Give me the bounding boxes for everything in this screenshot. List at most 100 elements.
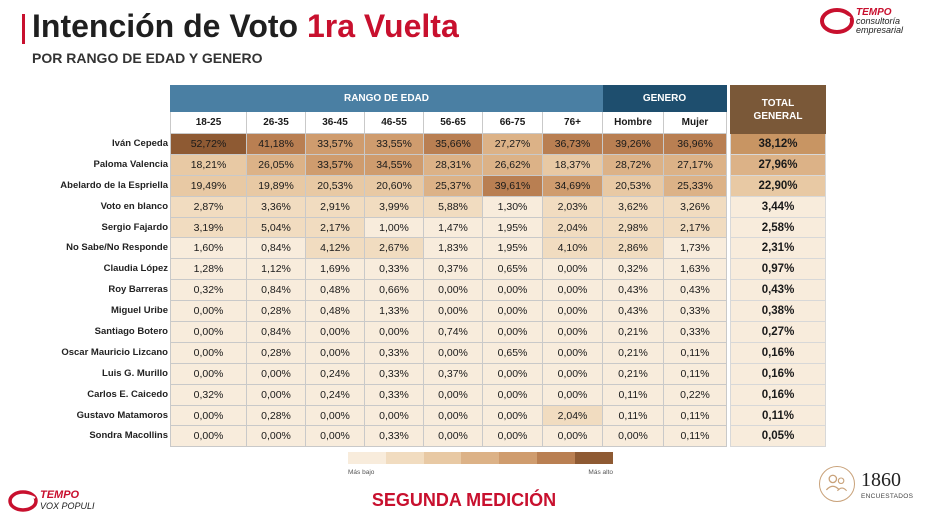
candidate-name: Sondra Macollins — [89, 430, 168, 442]
total-value-cell: 0,16% — [730, 383, 826, 406]
age-value-cell: 0,28% — [246, 341, 306, 364]
gender-value-cell: 25,33% — [663, 174, 727, 197]
table-row: 0,00% 0,84% 0,00% 0,00% 0,74% 0,00% 0,00% 0,21%… — [170, 321, 826, 343]
total-value-cell: 2,58% — [730, 216, 826, 239]
age-value-cell: 26,62% — [482, 153, 543, 176]
table-row: 0,00% 0,00% 0,24% 0,33% 0,37% 0,00% 0,00% 0,21%… — [170, 362, 826, 385]
logo-top-name: TEMPO — [856, 7, 892, 18]
age-value-cell: 0,00% — [423, 279, 483, 302]
age-value-cell: 2,87% — [170, 195, 247, 218]
age-value-cell: 0,33% — [364, 258, 424, 281]
age-value-cell: 25,37% — [423, 174, 483, 197]
gender-value-cell: 0,00% — [602, 425, 664, 448]
age-value-cell: 0,00% — [305, 404, 365, 427]
age-value-cell: 0,33% — [364, 341, 424, 364]
table-row: 19,49% 19,89% 20,53% 20,60% 25,37% 39,61% 34,6… — [170, 174, 826, 197]
age-value-cell: 0,00% — [423, 425, 483, 448]
age-value-cell: 0,00% — [364, 321, 424, 343]
age-value-cell: 1,83% — [423, 237, 483, 260]
age-value-cell: 0,00% — [170, 362, 247, 385]
gender-value-cell: 0,21% — [602, 341, 664, 364]
heat-legend: Más bajo Más alto — [348, 452, 613, 478]
title-accent-bar — [22, 14, 25, 44]
legend-swatch — [461, 452, 500, 464]
table-row: 3,19% 5,04% 2,17% 1,00% 1,47% 1,95% 2,04% 2,98%… — [170, 216, 826, 239]
legend-swatch — [499, 452, 537, 464]
tempo-vox-populi-logo: TEMPO VOX POPULI — [8, 488, 118, 516]
total-value-cell: 0,05% — [730, 425, 826, 448]
gender-column-header: Mujer — [663, 111, 727, 134]
people-icon — [819, 466, 855, 502]
legend-swatch — [423, 452, 462, 464]
column-header-row: 18-25 26-35 36-45 46-55 56-65 66-75 76+ Hombre M… — [170, 111, 826, 134]
total-value-cell: 3,44% — [730, 195, 826, 218]
age-value-cell: 1,00% — [364, 216, 424, 239]
total-value-cell: 0,97% — [730, 258, 826, 281]
age-column-header: 36-45 — [305, 111, 365, 134]
gender-value-cell: 0,22% — [663, 383, 727, 406]
age-value-cell: 0,00% — [542, 279, 603, 302]
candidate-name: Roy Barreras — [108, 284, 168, 296]
title-main: Intención de Voto — [32, 8, 299, 44]
gender-value-cell: 0,33% — [663, 321, 727, 343]
age-value-cell: 0,32% — [170, 279, 247, 302]
total-value-cell: 0,43% — [730, 279, 826, 302]
total-value-cell: 22,90% — [730, 174, 826, 197]
age-value-cell: 0,00% — [482, 404, 543, 427]
logo-bottom-name: TEMPO — [40, 489, 80, 501]
age-value-cell: 0,00% — [423, 383, 483, 406]
candidate-name: Gustavo Matamoros — [76, 409, 168, 421]
gender-value-cell: 20,53% — [602, 174, 664, 197]
age-value-cell: 1,95% — [482, 216, 543, 239]
age-value-cell: 3,36% — [246, 195, 306, 218]
age-value-cell: 0,00% — [542, 321, 603, 343]
age-value-cell: 0,00% — [482, 321, 543, 343]
age-value-cell: 0,00% — [170, 425, 247, 448]
age-value-cell: 0,33% — [364, 425, 424, 448]
age-value-cell: 0,00% — [246, 425, 306, 448]
age-value-cell: 0,65% — [482, 341, 543, 364]
age-value-cell: 1,33% — [364, 300, 424, 323]
candidate-name: Iván Cepeda — [112, 138, 168, 149]
candidate-name: No Sabe/No Responde — [66, 242, 168, 254]
age-value-cell: 26,05% — [246, 153, 306, 176]
age-value-cell: 1,12% — [246, 258, 306, 281]
total-general-header: TOTAL GENERAL — [730, 85, 826, 134]
age-value-cell: 0,84% — [246, 321, 306, 343]
age-value-cell: 0,00% — [170, 404, 247, 427]
gender-value-cell: 0,33% — [663, 300, 727, 323]
total-value-cell: 0,11% — [730, 404, 826, 427]
age-value-cell: 0,00% — [482, 300, 543, 323]
gender-value-cell: 0,11% — [663, 404, 727, 427]
age-value-cell: 2,04% — [542, 404, 603, 427]
gender-value-cell: 1,73% — [663, 237, 727, 260]
age-value-cell: 19,89% — [246, 174, 306, 197]
age-value-cell: 27,27% — [482, 133, 543, 155]
age-value-cell: 0,00% — [482, 383, 543, 406]
age-value-cell: 0,00% — [482, 279, 543, 302]
age-value-cell: 33,55% — [364, 133, 424, 155]
gender-value-cell: 0,11% — [663, 362, 727, 385]
age-value-cell: 0,24% — [305, 362, 365, 385]
age-value-cell: 0,48% — [305, 279, 365, 302]
gender-value-cell: 0,11% — [602, 383, 664, 406]
age-value-cell: 1,60% — [170, 237, 247, 260]
age-value-cell: 4,10% — [542, 237, 603, 260]
sample-size-value: 1860 — [861, 469, 901, 491]
age-value-cell: 0,65% — [482, 258, 543, 281]
page-title: Intención de Voto 1ra Vuelta — [32, 8, 459, 45]
legend-swatch — [536, 452, 575, 464]
table-row: 0,32% 0,84% 0,48% 0,66% 0,00% 0,00% 0,00% 0,43%… — [170, 279, 826, 302]
age-value-cell: 0,00% — [542, 300, 603, 323]
age-value-cell: 33,57% — [305, 133, 365, 155]
legend-low-label: Más bajo — [348, 469, 375, 476]
age-range-header: RANGO DE EDAD — [170, 85, 603, 112]
age-value-cell: 36,73% — [542, 133, 603, 155]
gender-value-cell: 0,43% — [602, 279, 664, 302]
age-value-cell: 0,74% — [423, 321, 483, 343]
candidate-name: Sergio Fajardo — [101, 221, 168, 233]
age-value-cell: 0,00% — [482, 425, 543, 448]
age-value-cell: 0,00% — [482, 362, 543, 385]
age-value-cell: 0,48% — [305, 300, 365, 323]
table-row: 2,87% 3,36% 2,91% 3,99% 5,88% 1,30% 2,03% 3,62%… — [170, 195, 826, 218]
